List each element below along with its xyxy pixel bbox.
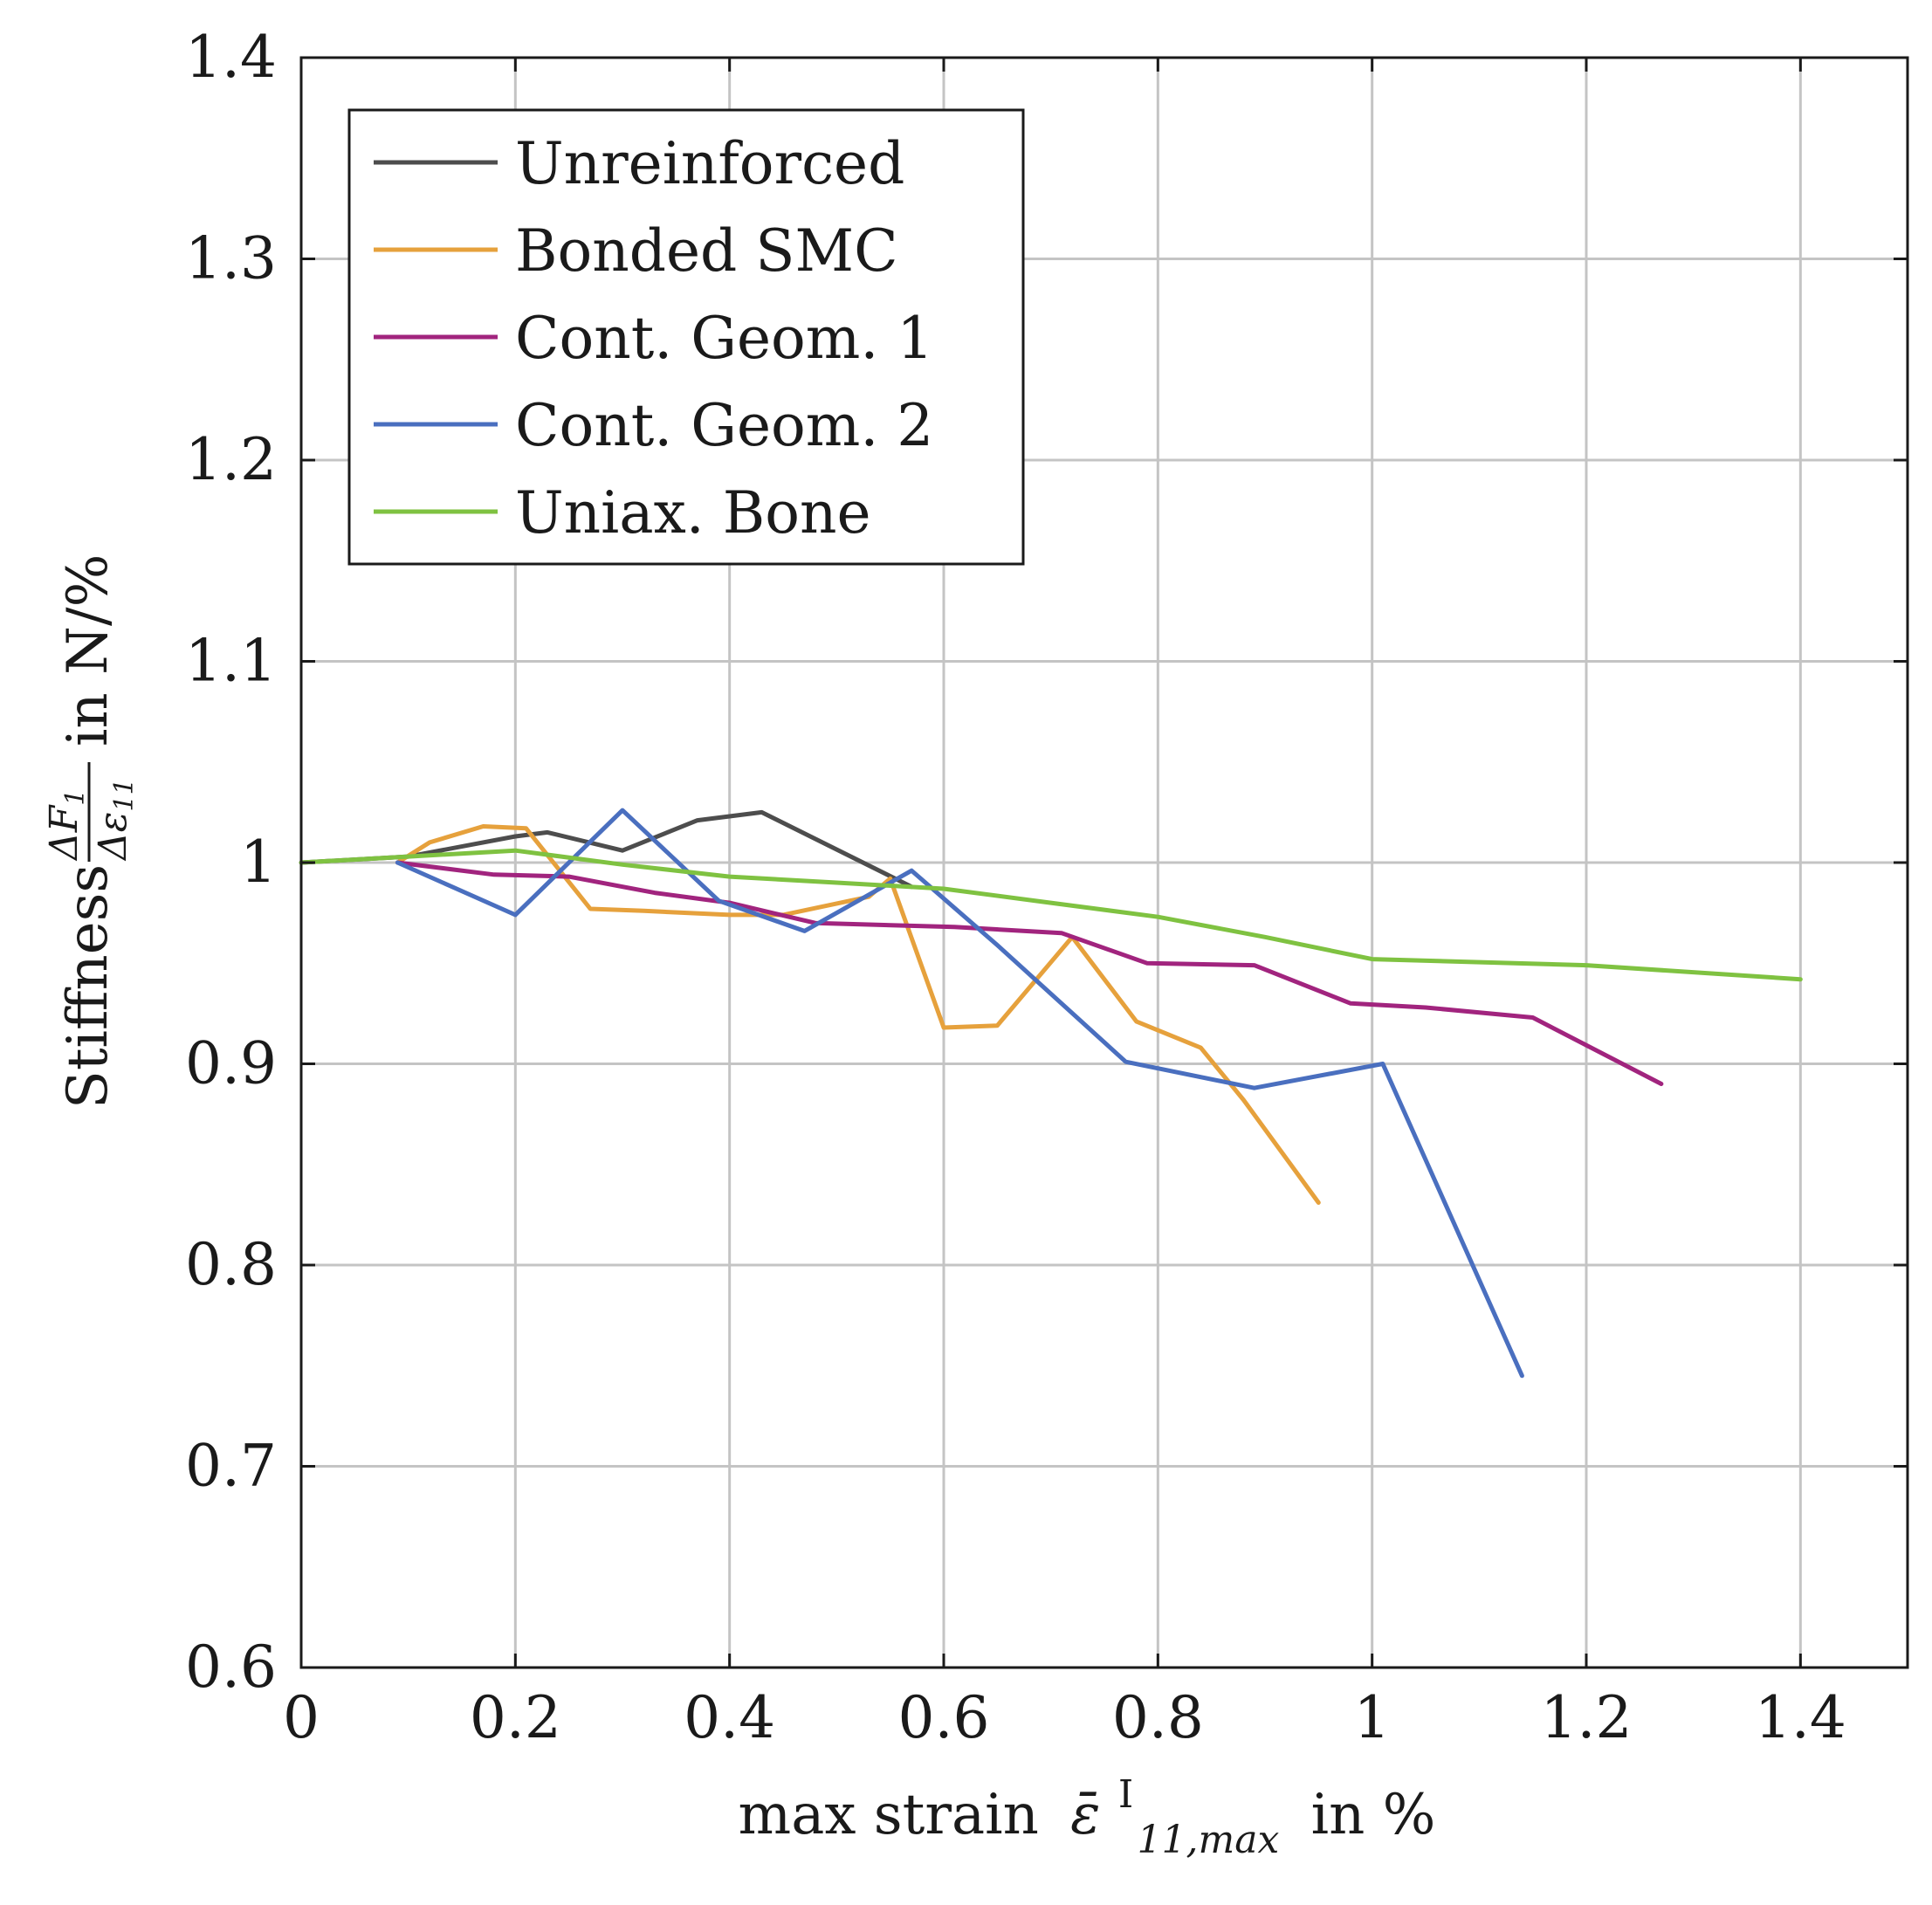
- x-tick-label: 1: [1354, 1684, 1391, 1751]
- y-tick-label: 1.2: [185, 426, 277, 493]
- series-lines: [299, 808, 1803, 1379]
- legend: Unreinforced Bonded SMC Cont. Geom. 1 Cont.…: [347, 108, 1025, 566]
- y-tick-label: 1.1: [185, 628, 277, 695]
- x-axis-title-superscript: I: [1118, 1772, 1133, 1817]
- series-line-uniax-bone: [299, 848, 1803, 982]
- x-tick-label: 0.2: [470, 1684, 561, 1751]
- y-axis-title-numerator: ΔF1: [42, 789, 91, 862]
- legend-label-unreinforced: Unreinforced: [515, 130, 904, 197]
- y-tick-label: 1.3: [185, 225, 277, 292]
- x-tick-label: 0.4: [684, 1684, 775, 1751]
- x-tick-label: 0: [283, 1684, 320, 1751]
- axis-ticks: 0 0.2 0.4 0.6 0.8 1 1.2 1.4 0.6 0.7 0.8 0.9 1 1.1 1.2 1…: [185, 24, 1908, 1751]
- y-tick-label: 0.8: [185, 1231, 277, 1298]
- x-axis-title: max strain ε̄ I 11,max in %: [739, 1757, 1436, 1867]
- y-axis-title-prefix: Stiffness: [56, 864, 120, 1109]
- y-axis-title-suffix: in N/%: [56, 554, 120, 746]
- series-line-cont-geom-2: [395, 808, 1524, 1379]
- x-axis-title-subscript: 11,max: [1138, 1818, 1280, 1862]
- series-line-unreinforced: [299, 809, 914, 890]
- legend-label-cont-geom-1: Cont. Geom. 1: [515, 305, 933, 372]
- legend-label-uniax-bone: Uniax. Bone: [515, 479, 871, 547]
- x-tick-label: 1.4: [1755, 1684, 1846, 1751]
- y-axis-title: Stiffness ΔF1 Δε11 in N/%: [42, 554, 140, 1109]
- x-tick-label: 0.8: [1112, 1684, 1204, 1751]
- legend-label-bonded-smc: Bonded SMC: [515, 217, 898, 285]
- legend-label-cont-geom-2: Cont. Geom. 2: [515, 392, 933, 459]
- x-axis-title-prefix: max strain: [739, 1783, 1039, 1847]
- x-tick-label: 1.2: [1541, 1684, 1633, 1751]
- series-line-cont-geom-1: [395, 860, 1664, 1086]
- y-tick-label: 1: [240, 829, 277, 896]
- y-tick-label: 0.9: [185, 1030, 277, 1097]
- y-axis-title-denominator: Δε11: [91, 778, 140, 862]
- x-tick-label: 0.6: [898, 1684, 990, 1751]
- x-axis-title-suffix: in %: [1311, 1783, 1436, 1847]
- y-tick-label: 0.7: [185, 1433, 277, 1500]
- y-tick-label: 1.4: [185, 24, 277, 91]
- x-axis-title-symbol: ε̄: [1070, 1783, 1100, 1847]
- y-tick-label: 0.6: [185, 1633, 277, 1701]
